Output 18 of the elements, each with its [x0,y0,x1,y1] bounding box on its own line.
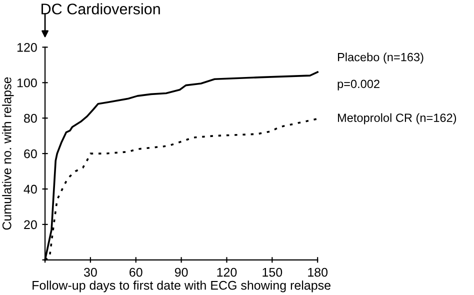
y-tick-label: 40 [24,184,37,194]
series-label: Metoprolol CR (n=162) [338,113,456,124]
x-tick-label: 30 [84,268,97,277]
y-tick-label: 20 [24,220,37,230]
y-axis-title: Cumulative no. with relapse [2,77,14,230]
y-tick-label: 120 [17,43,37,52]
text: p=0.002 [338,80,380,90]
x-tick-label: 180 [308,268,328,277]
text: DC Cardioversion [42,3,160,14]
x-tick-label: 150 [262,268,282,277]
y-tick-label: 80 [24,114,37,123]
series-label: Placebo (n=163) [338,52,424,64]
x-axis-title: Follow-up days to first date with ECG showing relapse [32,280,330,292]
x-tick-label: 90 [174,268,188,277]
y-tick-label: 100 [17,78,37,88]
x-tick-label: 120 [217,268,237,277]
y-tick-label: 60 [24,149,37,158]
x-tick-label: 60 [130,268,142,277]
